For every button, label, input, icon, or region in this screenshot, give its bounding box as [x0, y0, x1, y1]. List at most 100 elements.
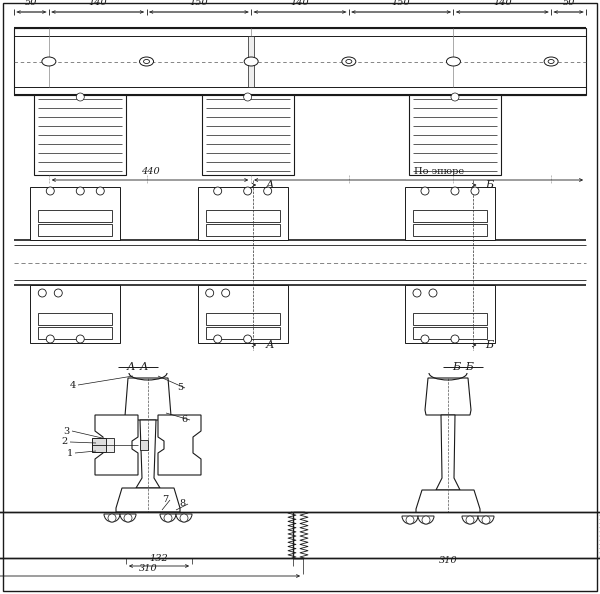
Circle shape	[76, 93, 84, 101]
Bar	[413, 313, 487, 325]
Text: 140: 140	[493, 0, 512, 7]
Circle shape	[421, 187, 429, 195]
Bar	[202, 95, 293, 175]
Text: 6: 6	[182, 415, 188, 425]
Circle shape	[482, 516, 490, 524]
Bar	[30, 187, 120, 240]
Wedge shape	[402, 516, 418, 524]
Circle shape	[54, 289, 62, 297]
Circle shape	[244, 93, 251, 101]
Text: Б–Б: Б–Б	[452, 362, 474, 372]
Text: 140: 140	[88, 0, 107, 7]
Bar	[405, 285, 495, 343]
Ellipse shape	[446, 57, 460, 66]
Bar	[248, 36, 254, 87]
Circle shape	[422, 516, 430, 524]
Circle shape	[451, 335, 459, 343]
Circle shape	[263, 187, 272, 195]
Circle shape	[46, 335, 54, 343]
Bar	[413, 210, 487, 222]
Text: По эпюре: По эпюре	[413, 167, 464, 176]
Circle shape	[108, 514, 116, 522]
Text: 2: 2	[62, 438, 68, 447]
Bar	[140, 440, 148, 450]
Text: 50: 50	[562, 0, 575, 7]
Text: 8: 8	[180, 500, 186, 508]
Text: 1: 1	[67, 448, 73, 457]
Text: 5: 5	[177, 384, 183, 393]
Ellipse shape	[143, 59, 149, 64]
Bar	[34, 95, 126, 175]
Polygon shape	[116, 488, 180, 512]
Bar	[38, 327, 112, 339]
Circle shape	[466, 516, 474, 524]
Bar	[206, 210, 280, 222]
Circle shape	[214, 187, 221, 195]
Ellipse shape	[342, 57, 356, 66]
Bar	[405, 187, 495, 240]
Circle shape	[124, 514, 132, 522]
Bar	[38, 224, 112, 236]
Circle shape	[413, 289, 421, 297]
Text: 150: 150	[392, 0, 410, 7]
Wedge shape	[478, 516, 494, 524]
Circle shape	[451, 187, 459, 195]
Text: 310: 310	[439, 556, 457, 565]
Text: Б: Б	[485, 180, 494, 190]
Text: 7: 7	[162, 495, 168, 504]
Circle shape	[164, 514, 172, 522]
Bar	[92, 438, 106, 452]
Wedge shape	[462, 516, 478, 524]
Bar	[38, 313, 112, 325]
Polygon shape	[136, 420, 160, 488]
Circle shape	[451, 93, 459, 101]
Bar	[197, 285, 287, 343]
Ellipse shape	[544, 57, 558, 66]
Bar	[293, 512, 600, 558]
Wedge shape	[160, 514, 176, 522]
Polygon shape	[436, 415, 460, 490]
Circle shape	[244, 335, 251, 343]
Ellipse shape	[346, 59, 352, 64]
Circle shape	[206, 289, 214, 297]
Circle shape	[214, 335, 221, 343]
Text: Б: Б	[485, 340, 494, 350]
Circle shape	[406, 516, 414, 524]
Text: А: А	[265, 180, 274, 190]
Text: 50: 50	[25, 0, 38, 7]
Circle shape	[471, 187, 479, 195]
Polygon shape	[125, 378, 171, 420]
Text: А–А: А–А	[127, 362, 149, 372]
Ellipse shape	[42, 57, 56, 66]
Circle shape	[421, 335, 429, 343]
Polygon shape	[95, 415, 138, 475]
Text: 150: 150	[190, 0, 208, 7]
Ellipse shape	[244, 57, 258, 66]
Circle shape	[221, 289, 230, 297]
Polygon shape	[158, 415, 201, 475]
Ellipse shape	[548, 59, 554, 64]
Circle shape	[76, 187, 84, 195]
Bar	[413, 327, 487, 339]
Bar	[206, 313, 280, 325]
Wedge shape	[176, 514, 192, 522]
Bar	[106, 438, 114, 452]
Bar	[0, 512, 303, 558]
Text: 3: 3	[64, 426, 70, 435]
Bar	[408, 514, 488, 519]
Circle shape	[244, 187, 251, 195]
Wedge shape	[120, 514, 136, 522]
Polygon shape	[425, 378, 471, 415]
Bar	[38, 210, 112, 222]
Bar	[206, 327, 280, 339]
Bar	[14, 28, 586, 95]
Text: 132: 132	[149, 554, 169, 563]
Circle shape	[46, 187, 54, 195]
Text: А: А	[265, 340, 274, 350]
Polygon shape	[416, 490, 480, 514]
Circle shape	[96, 187, 104, 195]
Text: 4: 4	[70, 381, 76, 390]
Bar	[30, 285, 120, 343]
Bar	[409, 95, 501, 175]
Circle shape	[180, 514, 188, 522]
